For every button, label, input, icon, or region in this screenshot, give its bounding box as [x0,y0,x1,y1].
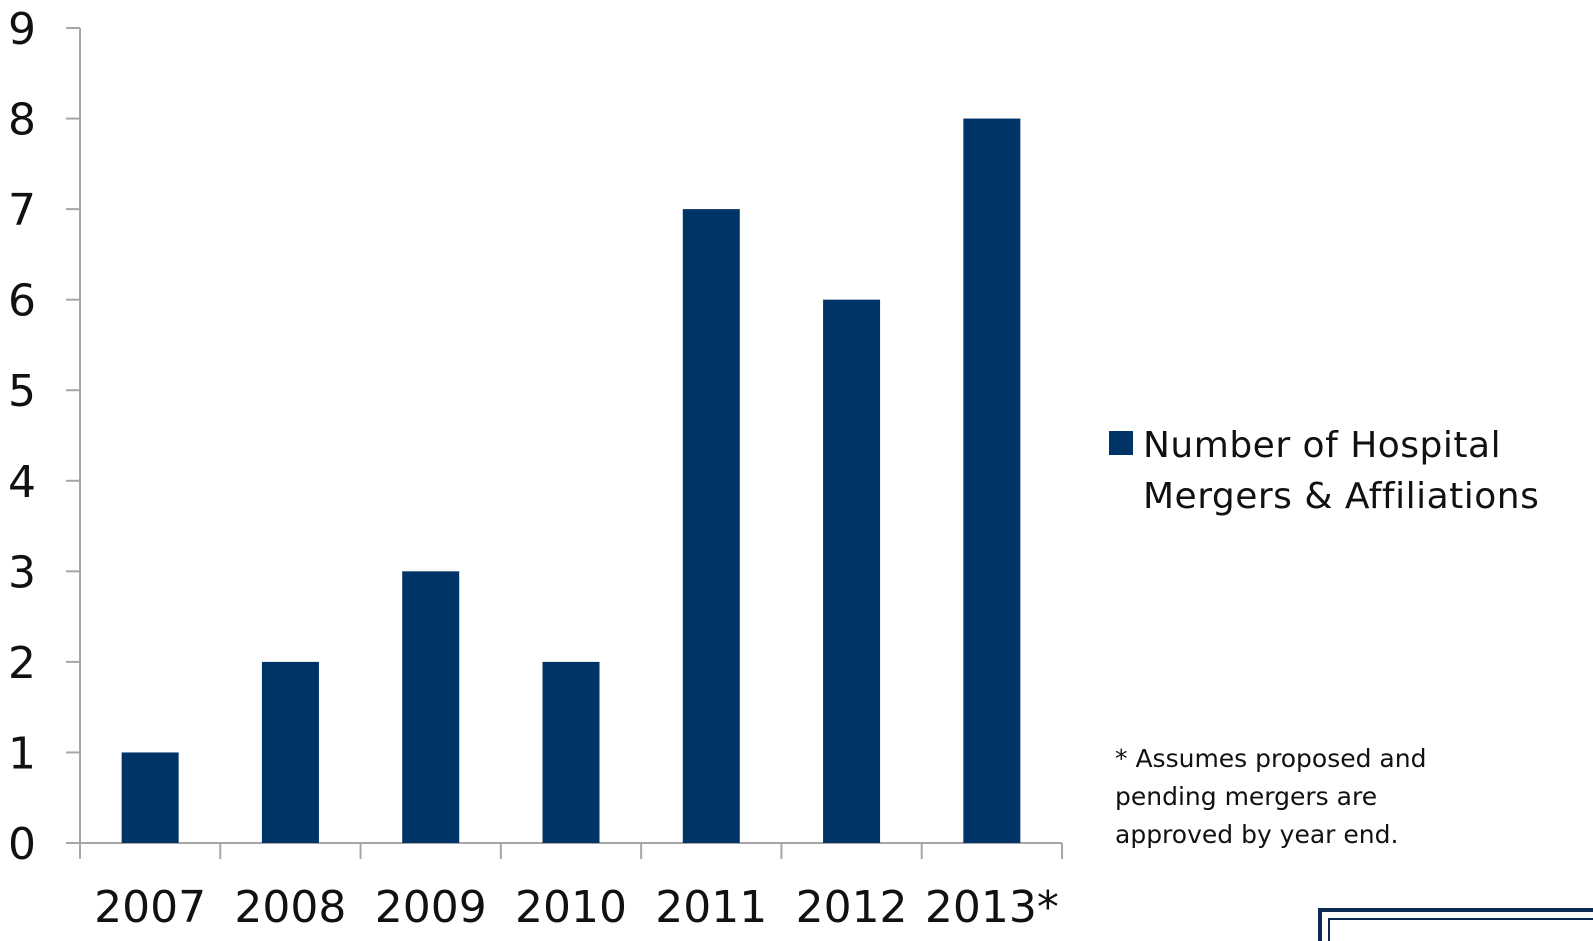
y-tick-label: 6 [8,276,36,327]
x-tick-label: 2013* [925,882,1059,933]
x-tick-label: 2011 [655,882,767,933]
bar-2013 [963,118,1021,844]
bar-2010 [542,661,600,843]
bar-2007 [121,752,179,843]
bar-series [121,118,1021,844]
y-tick-label: 7 [8,185,36,236]
y-axis: 0 1 2 3 4 5 6 7 8 9 [8,4,81,870]
legend: Number of Hospital Mergers & Affiliation… [1109,420,1573,522]
logo-fragment [1318,908,1593,941]
y-tick-label: 5 [8,366,36,417]
x-tick-label: 2012 [796,882,908,933]
x-tick-label: 2009 [375,882,487,933]
y-tick-label: 1 [8,728,36,779]
y-tick-label: 3 [8,547,36,598]
bar-chart: 0 1 2 3 4 5 6 7 8 9 2007 2008 2009 2010 2011 2012 2013* [8,4,1063,933]
x-tick-label: 2007 [94,882,206,933]
bar-2012 [823,299,881,844]
y-tick-label: 2 [8,638,36,689]
y-tick-label: 8 [8,95,36,146]
x-tick-label: 2010 [515,882,627,933]
footnote: * Assumes proposed and pending mergers a… [1115,744,1427,849]
x-tick-label: 2008 [234,882,346,933]
x-axis: 2007 2008 2009 2010 2011 2012 2013* [66,842,1063,933]
legend-label: Number of Hospital Mergers & Affiliation… [1143,425,1540,517]
legend-swatch [1109,431,1133,455]
bar-2009 [402,571,460,843]
y-tick-label: 0 [8,819,36,870]
bar-2011 [682,209,740,844]
logo-inner-frame [1328,918,1593,941]
bar-2008 [261,661,319,843]
y-tick-label: 9 [8,4,36,55]
y-tick-label: 4 [8,457,36,508]
